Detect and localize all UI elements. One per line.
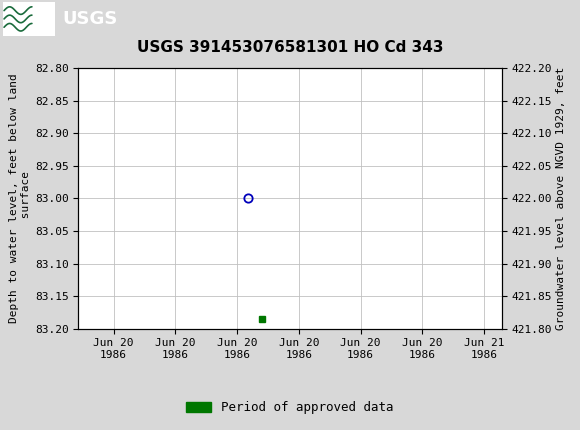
- Text: USGS: USGS: [63, 10, 118, 28]
- Bar: [3, 2, 55, 36]
- Y-axis label: Groundwater level above NGVD 1929, feet: Groundwater level above NGVD 1929, feet: [556, 67, 566, 330]
- Text: USGS 391453076581301 HO Cd 343: USGS 391453076581301 HO Cd 343: [137, 40, 443, 55]
- Legend: Period of approved data: Period of approved data: [181, 396, 399, 419]
- Y-axis label: Depth to water level, feet below land
 surface: Depth to water level, feet below land su…: [9, 74, 31, 323]
